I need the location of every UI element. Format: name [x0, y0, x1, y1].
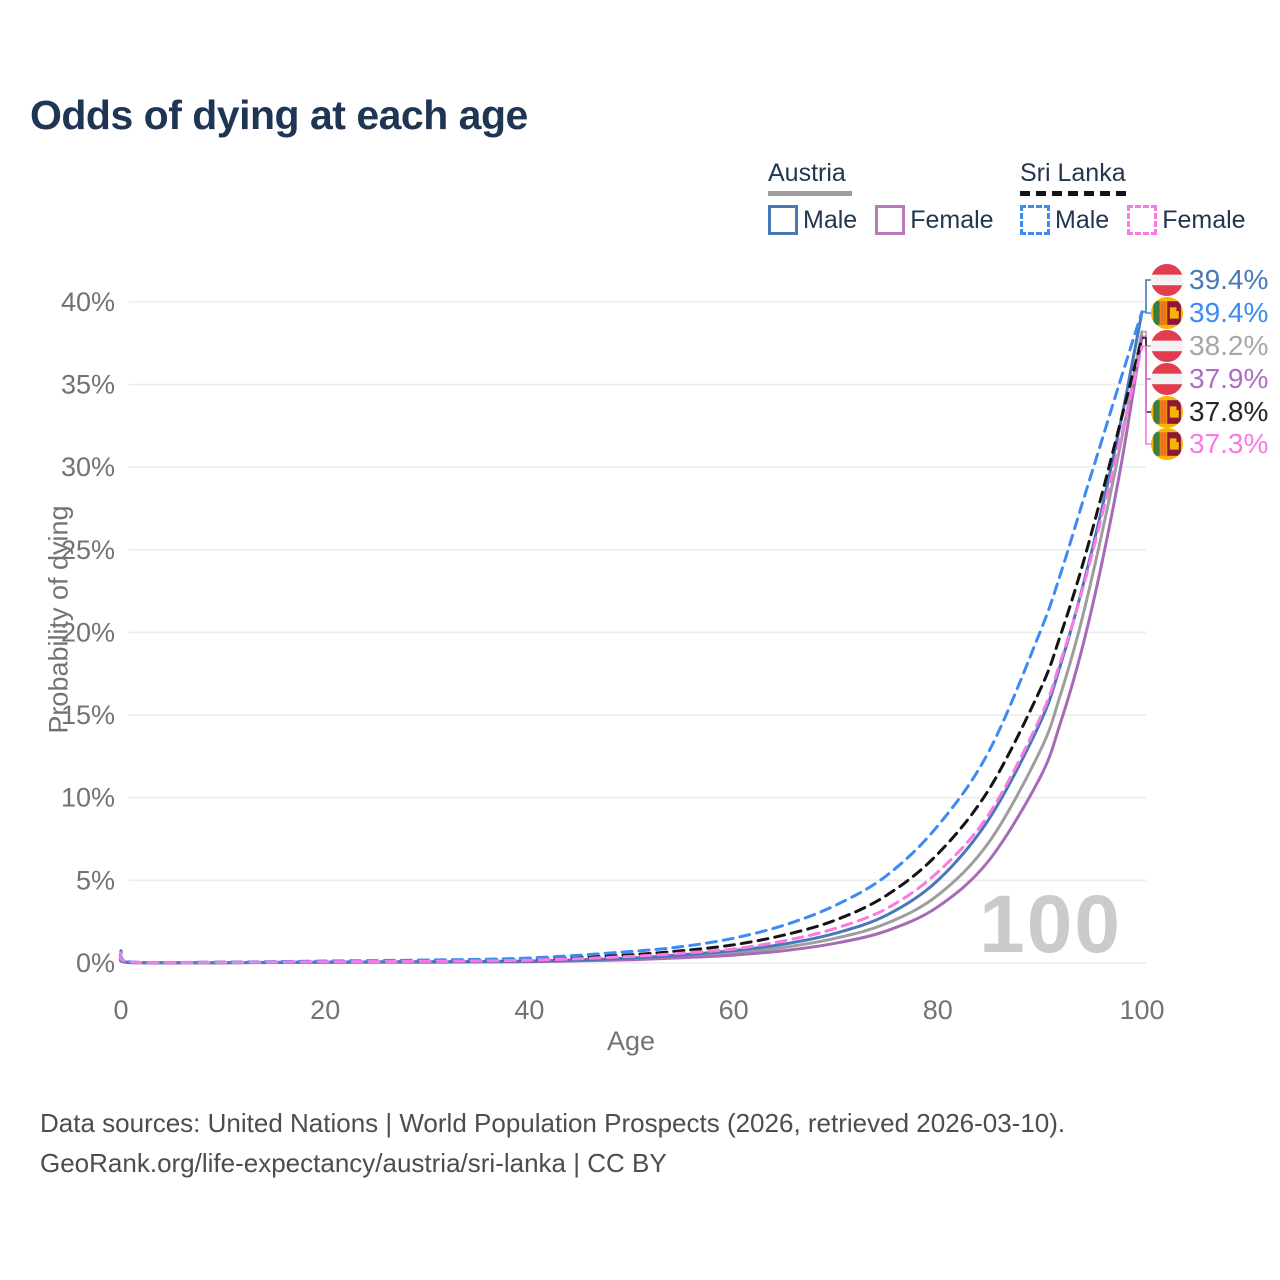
- svg-text:35%: 35%: [61, 370, 115, 400]
- legend-label: Male: [1055, 205, 1110, 234]
- austria-male-checkbox[interactable]: [768, 205, 798, 235]
- sri-lanka-male-checkbox[interactable]: [1020, 205, 1050, 235]
- series-line-sri-lanka-male: [118, 310, 1144, 965]
- svg-text:60: 60: [719, 995, 749, 1025]
- x-axis-label: Age: [606, 1026, 656, 1056]
- svg-text:0: 0: [113, 995, 128, 1025]
- svg-text:30%: 30%: [61, 452, 115, 482]
- attribution-text: GeoRank.org/life-expectancy/austria/sri-…: [40, 1148, 667, 1178]
- page-title: Odds of dying at each age: [30, 92, 528, 138]
- end-label: 39.4%: [1150, 296, 1268, 330]
- sri-lanka-flag-icon: [1150, 395, 1184, 429]
- series-line-austria-female: [118, 335, 1144, 965]
- legend-group-austria: Austria Male Female: [768, 160, 994, 235]
- legend-austria-male[interactable]: Male: [768, 205, 857, 235]
- svg-text:40%: 40%: [61, 287, 115, 317]
- series-line-austria-both: [118, 330, 1144, 965]
- end-label: 37.3%: [1150, 427, 1268, 461]
- sri-lanka-female-checkbox[interactable]: [1127, 205, 1158, 235]
- series-line-sri-lanka-female: [118, 345, 1144, 965]
- svg-text:80: 80: [923, 995, 953, 1025]
- austria-flag-icon: [1150, 362, 1184, 396]
- legend-austria-header[interactable]: Austria: [768, 159, 846, 187]
- sri-lanka-combined-line-swatch: [1020, 191, 1126, 196]
- sri-lanka-flag-icon: [1150, 296, 1184, 330]
- legend-sri-lanka-female[interactable]: Female: [1127, 205, 1246, 235]
- austria-combined-line-swatch: [768, 191, 852, 196]
- svg-text:5%: 5%: [76, 865, 115, 895]
- legend-sri-lanka-male[interactable]: Male: [1020, 205, 1109, 235]
- age-watermark: 100: [979, 879, 1122, 970]
- legend-sri-lanka-header[interactable]: Sri Lanka: [1020, 159, 1126, 187]
- legend-austria-female[interactable]: Female: [875, 205, 994, 235]
- legend-group-sri-lanka: Sri Lanka Male Female: [1020, 160, 1246, 235]
- series-line-austria-male: [118, 310, 1144, 965]
- austria-female-checkbox[interactable]: [875, 205, 906, 235]
- y-axis-label: Probability of dying: [43, 505, 74, 734]
- austria-flag-icon: [1150, 263, 1184, 297]
- end-label: 39.4%: [1150, 263, 1268, 297]
- legend-label: Male: [803, 205, 858, 234]
- sri-lanka-flag-icon: [1150, 427, 1184, 461]
- end-label: 37.9%: [1150, 362, 1268, 396]
- end-label: 37.8%: [1150, 395, 1268, 429]
- svg-text:0%: 0%: [76, 948, 115, 978]
- data-sources-text: Data sources: United Nations | World Pop…: [40, 1108, 1066, 1138]
- svg-text:100: 100: [1119, 995, 1164, 1025]
- svg-text:10%: 10%: [61, 783, 115, 813]
- svg-text:20: 20: [310, 995, 340, 1025]
- end-label: 38.2%: [1150, 329, 1268, 363]
- austria-flag-icon: [1150, 329, 1184, 363]
- legend-label: Female: [910, 205, 994, 234]
- legend-label: Female: [1162, 205, 1246, 234]
- series-line-sri-lanka-both: [118, 336, 1144, 965]
- svg-text:40: 40: [514, 995, 544, 1025]
